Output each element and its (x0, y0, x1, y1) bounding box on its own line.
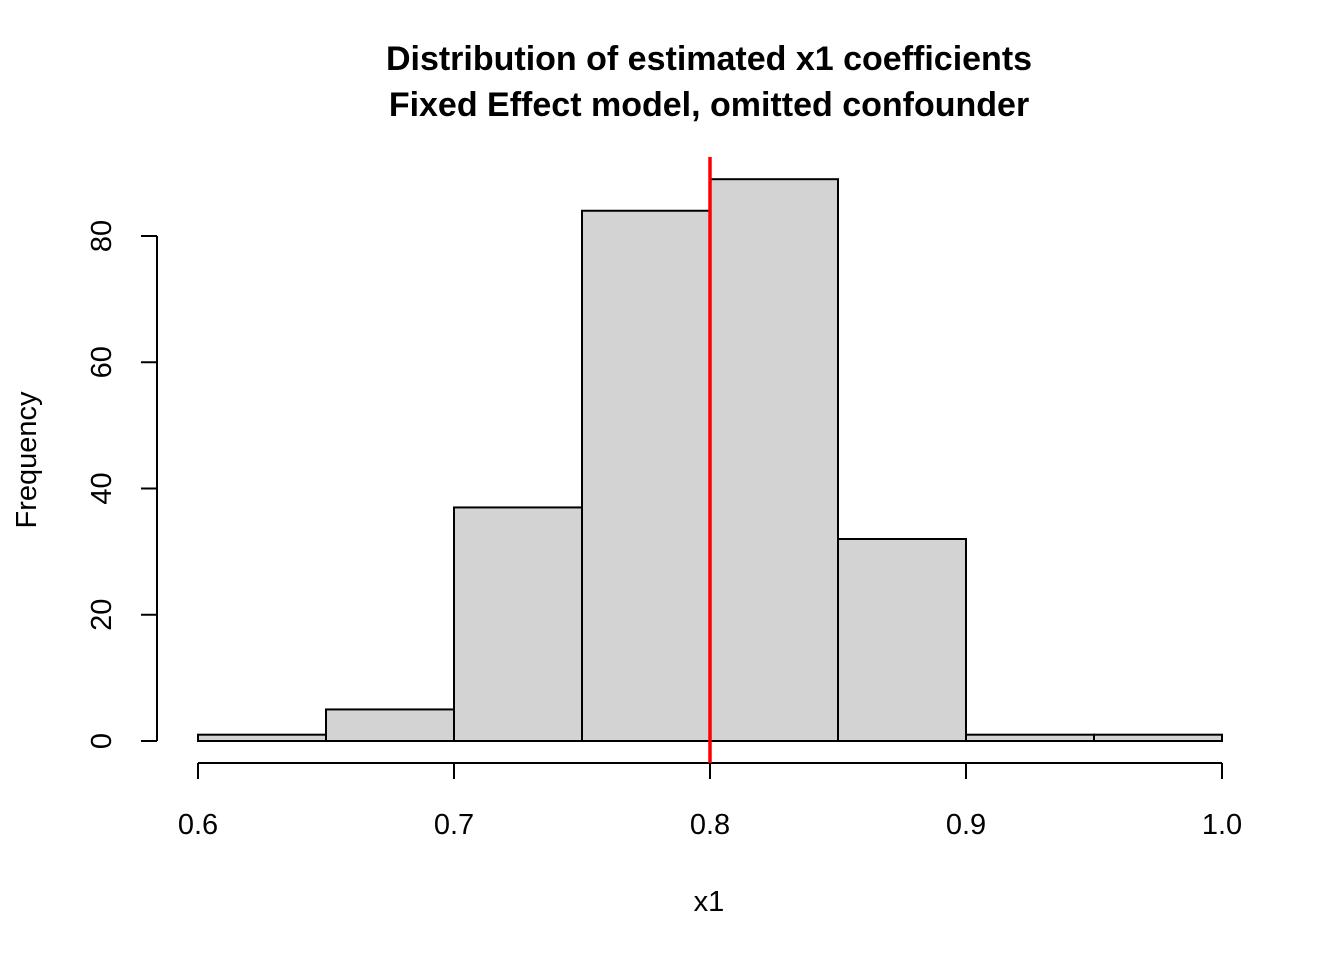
x-tick-label: 0.8 (690, 809, 730, 841)
chart-subtitle: Fixed Effect model, omitted confounder (389, 86, 1029, 124)
x-tick-label: 0.7 (434, 809, 474, 841)
x-axis-label: x1 (694, 886, 725, 918)
histogram-bar (709, 178, 839, 742)
histogram-bar (837, 538, 967, 742)
histogram-bar (453, 506, 583, 742)
x-tick-label: 0.9 (946, 809, 986, 841)
histogram-bar (197, 733, 327, 742)
histogram-bar (965, 733, 1095, 742)
y-tick-label: 20 (86, 599, 118, 631)
y-tick-label: 60 (86, 346, 118, 378)
histogram-bar (325, 708, 455, 742)
y-axis-label: Frequency (11, 391, 43, 529)
chart-title: Distribution of estimated x1 coefficient… (386, 40, 1032, 78)
y-tick-label: 40 (86, 472, 118, 504)
histogram-bar (581, 209, 711, 742)
x-tick-label: 1.0 (1202, 809, 1242, 841)
histogram-bar (1093, 733, 1223, 742)
y-tick-label: 0 (86, 733, 118, 749)
y-tick-label: 80 (86, 220, 118, 252)
x-tick-label: 0.6 (178, 809, 218, 841)
